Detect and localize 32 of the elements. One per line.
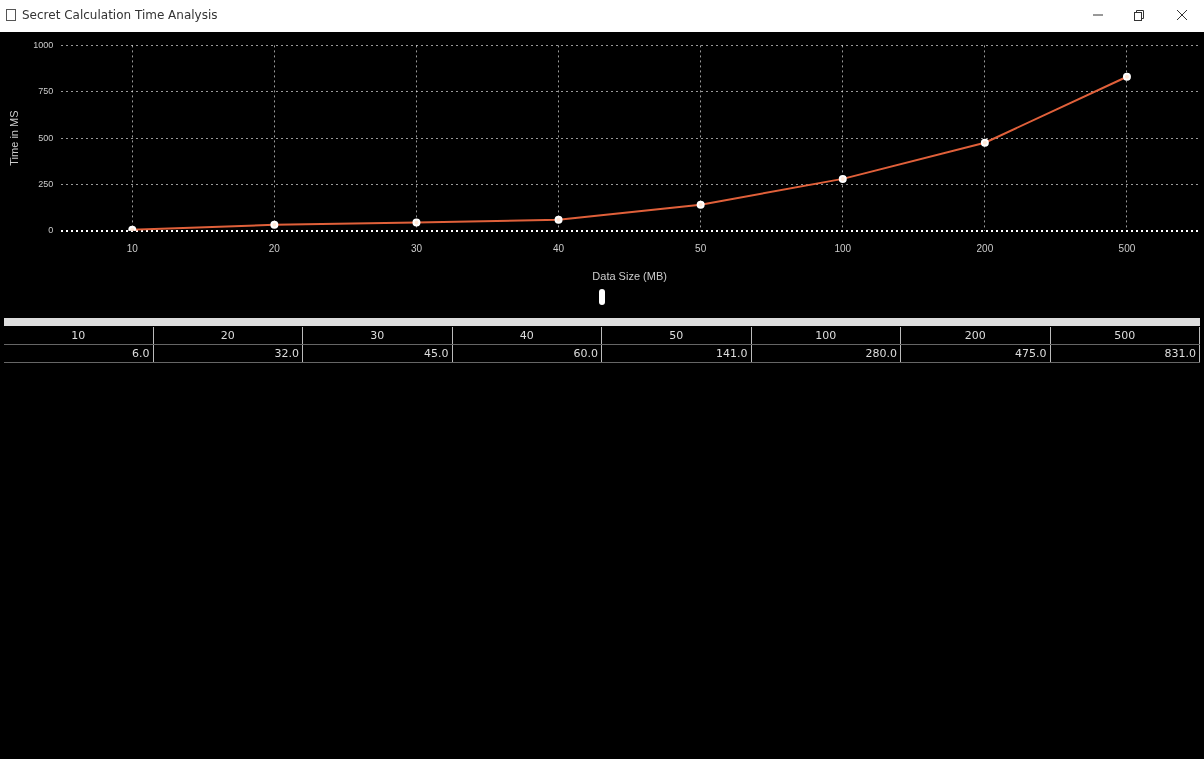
x-tick-label: 100 xyxy=(834,242,852,254)
data-label: 141.0 xyxy=(602,345,752,362)
chart-title: Secret Calculation Time Analysis xyxy=(22,8,218,22)
y-tick-label: 500 xyxy=(38,132,54,143)
data-label: 475.0 xyxy=(901,345,1051,362)
y-tick-label: 750 xyxy=(38,86,54,97)
category-label: 20 xyxy=(220,329,235,342)
y-tick-label: 250 xyxy=(38,178,54,189)
data-label: 280.0 xyxy=(751,345,901,362)
category-label: 200 xyxy=(964,329,986,342)
x-tick-label: 30 xyxy=(410,242,423,254)
data-label: 60.0 xyxy=(452,345,602,362)
x-tick-label: 10 xyxy=(126,242,139,254)
x-tick-label: 50 xyxy=(695,242,707,254)
y-tick-label: 1000 xyxy=(33,39,54,50)
x-tick-label: 500 xyxy=(1118,242,1136,254)
x-tick-label: 20 xyxy=(268,242,281,254)
category-label: 40 xyxy=(519,329,534,342)
x-axis-title: Data Size (MB) xyxy=(592,270,667,283)
data-label: 6.0 xyxy=(4,345,154,362)
category-label: 50 xyxy=(669,329,684,342)
category-label: 500 xyxy=(1114,329,1136,342)
category-label: 10 xyxy=(71,329,86,342)
data-label: 831.0 xyxy=(1050,345,1200,362)
data-label: 45.0 xyxy=(303,345,453,362)
y-tick-label: 0 xyxy=(48,225,54,236)
x-tick-label: 40 xyxy=(553,242,565,254)
category-label: 100 xyxy=(815,329,837,342)
data-label: 32.0 xyxy=(153,345,303,362)
x-tick-label: 200 xyxy=(976,242,994,254)
category-label: 30 xyxy=(370,329,385,342)
y-axis-title: Time in MS xyxy=(7,110,20,166)
